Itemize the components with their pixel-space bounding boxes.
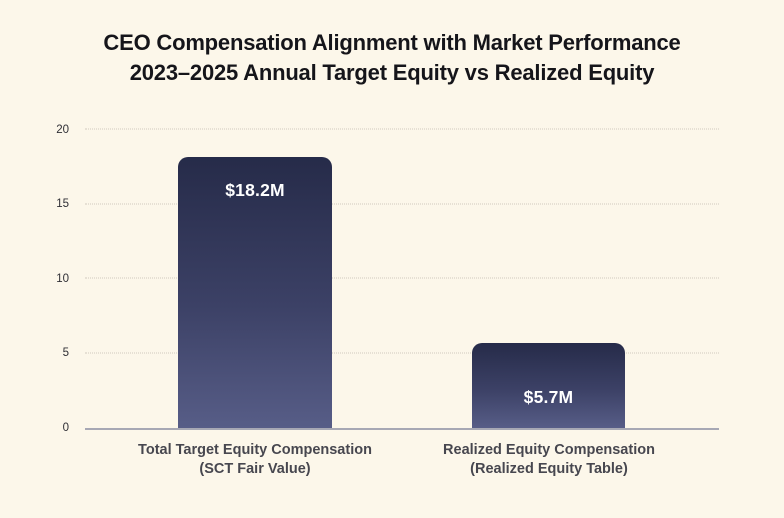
chart-title-line1: CEO Compensation Alignment with Market P… — [103, 30, 681, 55]
bar-value-label-target: $18.2M — [225, 179, 285, 200]
bar-target-equity: $18.2M — [178, 156, 332, 428]
gridline — [85, 277, 719, 279]
category-label-realized: Realized Equity Compensation (Realized E… — [443, 441, 655, 479]
category-label-realized-line2: (Realized Equity Table) — [470, 461, 628, 477]
chart-title: CEO Compensation Alignment with Market P… — [0, 28, 784, 88]
bar-realized-equity: $5.7M — [472, 343, 625, 428]
gridline — [85, 352, 719, 353]
gridline — [85, 128, 719, 130]
y-tick-label: 15 — [56, 197, 69, 210]
y-tick-label: 20 — [56, 123, 69, 136]
chart-title-line2: 2023–2025 Annual Target Equity vs Realiz… — [129, 60, 655, 85]
bar-value-label-realized: $5.7M — [523, 387, 574, 408]
plot-area: $18.2M $5.7M 0 5 10 15 20 — [56, 124, 719, 433]
x-axis-line — [85, 428, 719, 430]
y-tick-label: 0 — [62, 421, 69, 434]
gridline — [85, 203, 719, 204]
y-tick-label: 5 — [62, 346, 69, 359]
category-label-target: Total Target Equity Compensation (SCT Fa… — [138, 441, 372, 479]
category-label-realized-line1: Realized Equity Compensation — [443, 442, 655, 458]
category-label-target-line1: Total Target Equity Compensation — [138, 442, 372, 458]
category-label-target-line2: (SCT Fair Value) — [199, 461, 311, 477]
y-tick-label: 10 — [56, 272, 69, 285]
